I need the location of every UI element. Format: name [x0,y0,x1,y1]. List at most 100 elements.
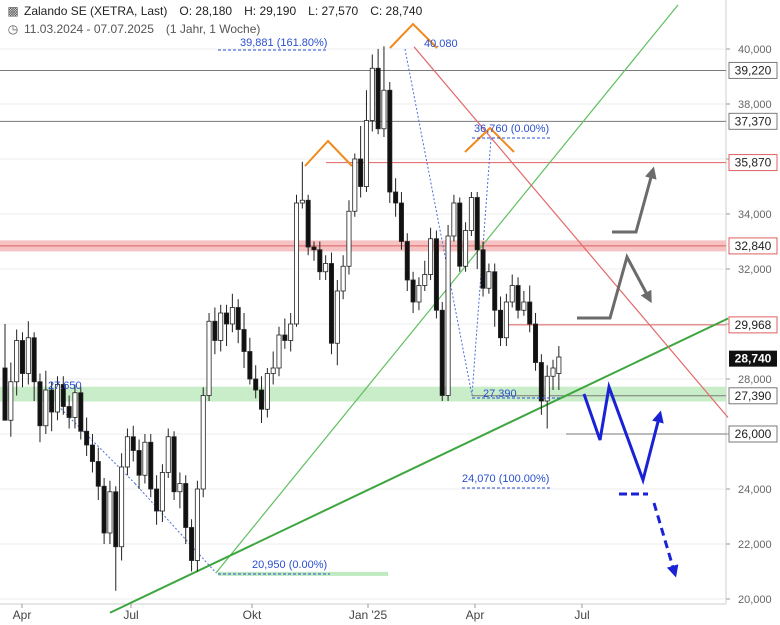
annotation-label: 24,070 (100.00%) [462,473,549,485]
candle-down [130,436,136,451]
candle-down [31,337,37,383]
candle-down [498,309,504,339]
candle-down [148,441,154,490]
candle-down [189,527,195,561]
trendline-uptrend-long [109,317,729,614]
candle-down [241,329,247,352]
candle-up [142,441,148,476]
candle-up [550,367,556,377]
candle-down [154,488,160,512]
candle-up [276,334,282,369]
ohlc-open: O: 28,180 [179,4,233,18]
candle-up [264,373,270,410]
scenario-arrow-up [612,166,657,234]
candle-down [259,389,265,410]
candle-up [346,210,352,267]
candle-up [468,197,474,231]
candle-up [165,436,171,473]
candle-down [328,263,334,344]
candle-up [334,290,340,344]
level-label: 32,840 [735,239,772,253]
trendline-downtrend [413,46,729,418]
candle-down [387,89,393,193]
candle-down [84,430,90,446]
period-label: (1 Jahr, 1 Woche) [165,22,261,36]
candle-down [171,436,177,493]
candle-up [422,274,428,286]
candle-up [43,389,49,427]
candles-group [2,46,562,591]
last-price-label: 28,740 [735,352,772,366]
candle-down [113,491,119,548]
candle-down [66,406,72,418]
peak-marker [464,126,515,153]
candle-down [212,320,218,341]
candle-down [393,191,399,204]
level-label: 29,968 [735,318,772,332]
candle-down [253,378,259,391]
candle-up [229,307,235,325]
candle-down [533,323,539,363]
candle-up [159,472,165,512]
candle-up [177,483,183,493]
candle-down [19,340,25,374]
x-tick-label: Jul [123,608,138,622]
price-zone [0,386,726,402]
annotation-label: 27,390 [483,388,517,400]
candle-up [293,202,299,325]
candle-up [509,285,515,303]
candle-down [404,241,410,281]
candle-up [8,381,14,421]
candle-down [235,307,241,330]
x-tick-label: Apr [13,608,32,622]
candle-up [124,436,130,468]
candle-up [54,384,60,413]
candle-down [2,367,8,421]
candle-up [200,395,206,490]
candle-up [323,263,329,273]
y-tick-label: 34,000 [738,209,772,221]
x-tick-label: Jan '25 [349,608,388,622]
candle-up [206,320,212,396]
candle-up [288,323,294,341]
candle-up [352,158,358,212]
ohlc-close: C: 28,740 [370,4,423,18]
candle-down [358,158,364,187]
candle-down [538,362,544,402]
candle-down [492,271,498,311]
candle-up [521,301,527,311]
candle-down [305,199,311,248]
candle-down [49,389,55,413]
candle-down [480,249,486,289]
peak-marker [304,139,353,167]
candle-up [428,238,434,275]
y-tick-label: 28,000 [738,374,772,386]
ohlc-high: H: 29,190 [244,4,297,18]
level-label: 37,370 [735,114,772,128]
scenario-arrow-down [652,502,679,578]
annotation-label: 40.080 [424,38,458,50]
y-tick-label: 24,000 [738,484,772,496]
peak-marker [389,22,438,49]
annotation-label: 39,881 (161.80%) [240,37,327,49]
candle-down [311,246,317,251]
candle-down [183,483,189,528]
candle-up [72,392,78,418]
annotation-label: 20,950 (0.00%) [252,559,327,571]
level-label: 27,390 [735,389,772,403]
y-tick-label: 40,000 [738,44,772,56]
level-label-box [728,425,778,443]
candle-up [445,235,451,396]
level-label-box [728,112,778,130]
candle-up [544,375,550,402]
candle-down [474,197,480,251]
last-price-box [729,350,777,367]
candle-up [416,285,422,303]
candle-down [527,301,533,325]
candle-up [14,340,20,383]
candle-up [299,199,305,204]
candle-down [89,444,95,462]
candle-down [515,285,521,311]
candle-up [503,301,509,339]
